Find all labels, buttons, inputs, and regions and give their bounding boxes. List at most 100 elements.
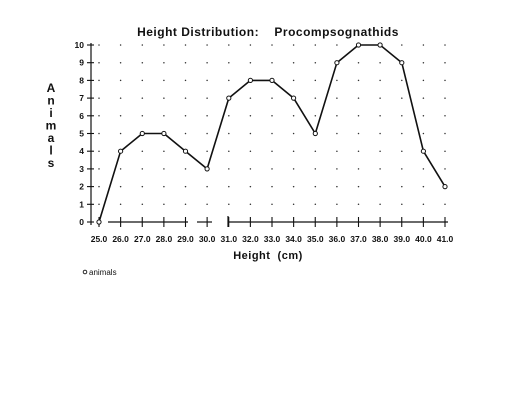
grid-dot [163,203,165,206]
grid-dot [357,79,360,82]
y-tick-label: 5 [79,129,84,139]
grid-dot [228,61,230,64]
grid-dot [184,203,187,206]
y-axis-label-letter: i [49,106,52,120]
grid-dot [163,168,165,170]
grid-dot [444,168,446,170]
grid-dot [357,203,360,206]
y-tick-label: 8 [79,75,84,85]
grid-dot [163,115,165,117]
grid-dot [314,203,317,206]
grid-dot [206,150,208,152]
x-tick-label: 30.0 [199,234,216,244]
grid-dot [98,132,100,135]
data-point [204,166,210,172]
grid-dot [379,97,381,99]
grid-dot [444,150,446,152]
x-tick-label: 41.0 [437,234,454,244]
grid-dot [379,168,381,170]
grid-dot [444,97,446,99]
grid-dot [271,44,273,46]
grid-dot [379,61,381,64]
grid-dot [98,79,100,82]
grid-dot [141,61,144,64]
x-tick-label: 37.0 [350,234,367,244]
grid-dot [401,203,403,206]
grid-dot [228,132,230,135]
data-point [182,148,189,154]
grid-dot [228,203,230,206]
grid-dot [444,61,446,64]
grid-dot [422,61,425,64]
grid-dot [206,115,208,117]
grid-dot [271,97,273,99]
grid-dot [163,97,165,99]
series-animals [96,42,448,225]
grid-dot [98,168,100,170]
y-tick-label: 10 [75,40,85,50]
x-tick-label: 31.0 [221,234,238,244]
data-point [247,77,253,84]
grid-dot [422,115,425,117]
grid-dot [271,115,273,117]
x-tick-label: 25.0 [91,234,108,244]
grid-dot [422,203,425,206]
grid-dot [336,79,338,82]
grid-dot [271,185,273,188]
grid-dot [379,150,381,152]
x-tick-label: 38.0 [372,234,389,244]
grid-dot [184,97,187,99]
grid-dot [119,185,122,188]
grid-dot [228,168,230,170]
grid-dot [357,61,360,64]
grid-dot [379,185,381,188]
grid-dot [249,115,252,117]
grid-dot [401,168,403,170]
x-tick-label: 33.0 [264,234,281,244]
grid-dot [379,79,381,82]
grid-dot [119,44,122,46]
data-point [291,95,297,101]
grid-dot [292,168,295,170]
y-tick-label: 4 [79,146,84,156]
grid-dot [444,44,446,46]
grid-dot [119,168,122,170]
grid-dot [336,132,338,135]
grid-dot [336,115,338,117]
grid-dot [141,115,144,117]
grid-dot [119,97,122,99]
chart-title: Height Distribution: Procompsognathids [137,25,399,39]
x-tick-label: 32.0 [242,234,259,244]
y-tick-label: 6 [79,111,84,121]
grid-dot [249,168,252,170]
grid-dot [184,185,187,188]
grid-dot [401,79,403,82]
grid-dot [228,115,230,117]
x-tick-label: 28.0 [156,234,173,244]
grid-dot [228,79,230,82]
data-point [377,42,383,48]
grid-dot [401,185,403,188]
grid-dot [184,132,187,135]
x-tick-label: 26.0 [112,234,129,244]
grid-dot [141,185,144,188]
data-point [139,130,145,137]
x-tick-label: 27.0 [134,234,151,244]
y-tick-label: 3 [79,164,84,174]
grid-dot [336,150,338,152]
grid-dot [401,150,403,152]
grid-dot [249,185,252,188]
grid-dot [249,132,252,135]
grid-dot [314,185,317,188]
y-axis-label-letter: n [47,94,54,108]
legend-marker [82,269,88,275]
grid-dot [357,132,360,135]
grid-dot [422,168,425,170]
grid-dot [314,150,317,152]
grid-dot [119,61,122,64]
grid-dot [206,185,208,188]
data-point [118,148,124,154]
grid-dot [206,132,208,135]
grid-dot [401,97,403,99]
legend-label: animals [89,268,117,277]
